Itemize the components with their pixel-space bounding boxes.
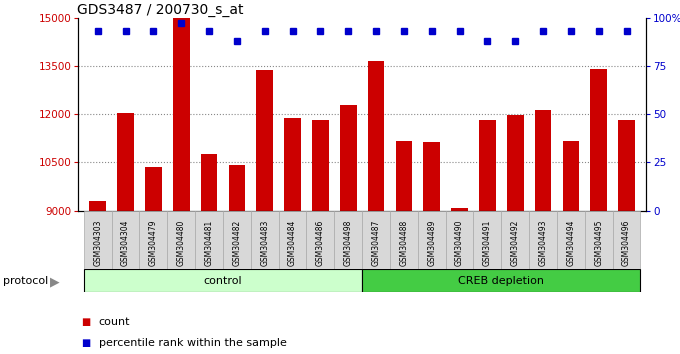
Bar: [335, 211, 362, 269]
Bar: [284, 118, 301, 354]
Bar: [473, 211, 501, 269]
Bar: [256, 70, 273, 354]
Bar: [89, 201, 106, 354]
Text: count: count: [99, 317, 130, 327]
Bar: [112, 211, 139, 269]
Text: GSM304495: GSM304495: [594, 219, 603, 266]
Text: ▶: ▶: [50, 275, 60, 288]
Bar: [139, 211, 167, 269]
Bar: [618, 120, 635, 354]
Text: control: control: [203, 275, 242, 286]
Bar: [562, 141, 579, 354]
Bar: [451, 208, 468, 354]
Bar: [167, 211, 195, 269]
Bar: [228, 165, 245, 354]
Text: CREB depletion: CREB depletion: [458, 275, 544, 286]
Bar: [312, 120, 328, 354]
Bar: [507, 115, 524, 354]
Bar: [223, 211, 251, 269]
Bar: [590, 69, 607, 354]
Text: GSM304479: GSM304479: [149, 219, 158, 266]
Text: GSM304482: GSM304482: [233, 219, 241, 266]
Bar: [390, 211, 418, 269]
Text: ■: ■: [82, 317, 91, 327]
Text: GSM304484: GSM304484: [288, 219, 297, 266]
Bar: [557, 211, 585, 269]
Text: GSM304498: GSM304498: [343, 219, 353, 266]
Text: GSM304483: GSM304483: [260, 219, 269, 266]
Bar: [362, 269, 641, 292]
Text: GSM304303: GSM304303: [93, 219, 102, 266]
Text: GSM304496: GSM304496: [622, 219, 631, 266]
Bar: [340, 105, 356, 354]
Text: GSM304493: GSM304493: [539, 219, 547, 266]
Bar: [201, 154, 218, 354]
Bar: [307, 211, 335, 269]
Bar: [479, 120, 496, 354]
Text: percentile rank within the sample: percentile rank within the sample: [99, 338, 286, 348]
Bar: [279, 211, 307, 269]
Text: protocol: protocol: [3, 276, 49, 286]
Text: GSM304490: GSM304490: [455, 219, 464, 266]
Bar: [424, 142, 440, 354]
Bar: [84, 269, 362, 292]
Text: GSM304481: GSM304481: [205, 219, 214, 266]
Text: GSM304488: GSM304488: [399, 219, 409, 266]
Text: GSM304480: GSM304480: [177, 219, 186, 266]
Bar: [362, 211, 390, 269]
Bar: [529, 211, 557, 269]
Bar: [195, 211, 223, 269]
Bar: [251, 211, 279, 269]
Bar: [501, 211, 529, 269]
Text: GSM304489: GSM304489: [427, 219, 436, 266]
Text: ■: ■: [82, 338, 91, 348]
Text: GSM304494: GSM304494: [566, 219, 575, 266]
Bar: [445, 211, 473, 269]
Bar: [117, 113, 134, 354]
Bar: [173, 18, 190, 354]
Bar: [368, 61, 384, 354]
Bar: [585, 211, 613, 269]
Text: GSM304487: GSM304487: [371, 219, 381, 266]
Bar: [145, 167, 162, 354]
Bar: [534, 110, 551, 354]
Bar: [84, 211, 112, 269]
Text: GDS3487 / 200730_s_at: GDS3487 / 200730_s_at: [77, 3, 243, 17]
Bar: [613, 211, 641, 269]
Bar: [418, 211, 445, 269]
Text: GSM304486: GSM304486: [316, 219, 325, 266]
Text: GSM304492: GSM304492: [511, 219, 520, 266]
Bar: [396, 142, 412, 354]
Text: GSM304491: GSM304491: [483, 219, 492, 266]
Text: GSM304304: GSM304304: [121, 219, 130, 266]
